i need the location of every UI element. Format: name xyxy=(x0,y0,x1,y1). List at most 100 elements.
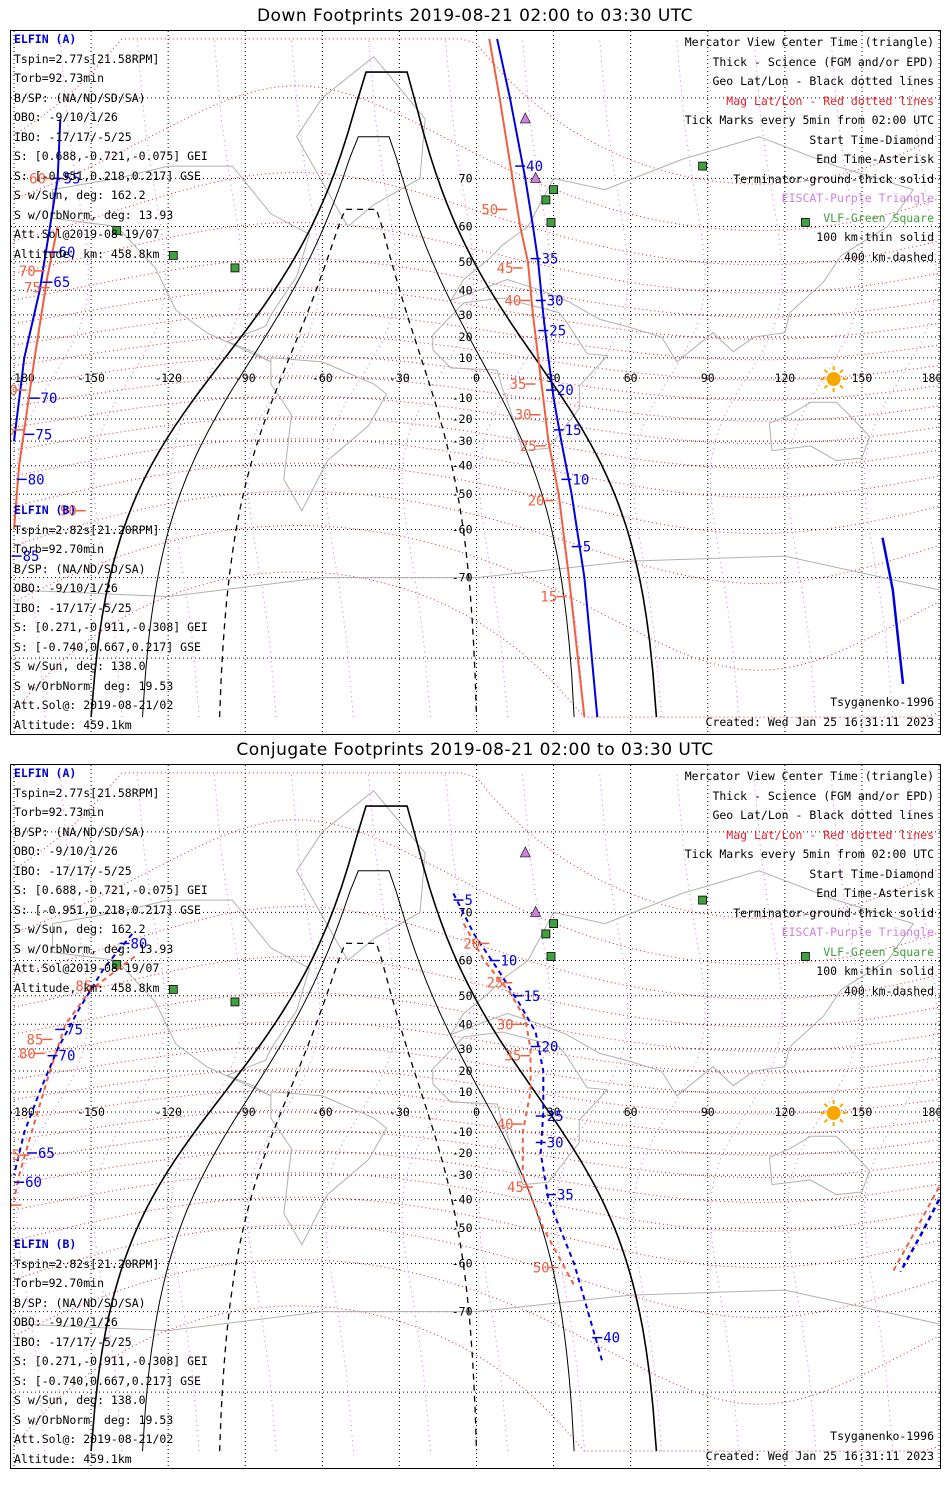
elfin-a-info-conjugate: ELFIN (A) Tspin=2.77s[21.58RPM] Torb=92.73… xyxy=(14,765,208,998)
elfin-b-tick-label: 30 xyxy=(515,408,532,424)
map-canvas-conjugate[interactable]: -180 -150 -120 -90 -60 -30 0 30 60 90 120 150 180 70 6… xyxy=(11,765,941,1469)
lat-tick-label: 40 xyxy=(459,1017,473,1031)
legend-conjugate: Mercator View Center Time (triangle) Thic… xyxy=(685,767,934,1001)
continent-outline xyxy=(432,1031,609,1186)
legend-entry: Tick Marks every 5min from 02:00 UTC xyxy=(684,847,934,861)
satellite-info-line: Torb=92.73min xyxy=(14,805,105,819)
legend-entry: VLF-Green Square xyxy=(823,210,934,225)
sun-ray xyxy=(823,1103,828,1108)
mag-lat-line xyxy=(13,287,940,340)
satellite-info-line: IBO: -17/17/-5/25 xyxy=(14,1334,132,1349)
map-canvas-down[interactable]: -180 -150 -120 -90 -60 -30 0 30 60 90 120 150 180 70 6… xyxy=(11,31,941,735)
elfin-a-track xyxy=(899,1199,940,1273)
elfin-a-tick-label: 25 xyxy=(549,324,566,340)
satellite-info-line: S w/OrbNorm, deg: 13.93 xyxy=(14,207,174,222)
legend-entry: Mag Lat/Lon - Red dotted lines xyxy=(726,827,934,842)
lon-tick-label: 90 xyxy=(701,371,715,385)
eiscat-triangle xyxy=(519,112,531,124)
mag-lat-line xyxy=(13,819,940,966)
lat-tick-label: 50 xyxy=(459,989,473,1003)
mag-lon-line xyxy=(401,772,475,1452)
legend-entry: Geo Lat/Lon - Black dotted lines xyxy=(712,74,934,88)
elfin-a-tick-label: 80 xyxy=(130,936,147,952)
elfin-a-tick-label: 35 xyxy=(557,1188,574,1204)
lon-tick-label: 0 xyxy=(473,1105,480,1119)
elfin-a-track xyxy=(881,537,905,685)
elfin-a-tick-label: 85 xyxy=(23,549,40,565)
continent-outline xyxy=(270,1091,388,1246)
elfin-b-tick-label: 35 xyxy=(510,377,527,393)
satellite-header: ELFIN (A) xyxy=(14,766,77,780)
legend-entry: 400 km-dashed xyxy=(843,983,934,998)
elfin-b-track xyxy=(13,226,59,530)
elfin-b-tick-label: 15 xyxy=(540,590,557,606)
lon-tick-label: -30 xyxy=(389,371,410,385)
elfin-a-tick-label: 5 xyxy=(583,540,591,556)
elfin-b-tick-label: 25 xyxy=(486,976,503,992)
elfin-b-tick-label: 85 xyxy=(27,1032,44,1048)
map-panel-conjugate[interactable]: -180 -150 -120 -90 -60 -30 0 30 60 90 120 150 180 70 6… xyxy=(10,764,941,1469)
legend-down: Mercator View Center Time (triangle) Thic… xyxy=(685,33,934,267)
elfin-b-tick-label: 85 xyxy=(11,423,15,439)
continent-outline xyxy=(768,1135,871,1196)
lon-tick-label: 90 xyxy=(701,1105,715,1119)
satellite-info-line: Tspin=2.82s[21.20RPM] xyxy=(14,1256,160,1271)
continent-outline xyxy=(432,297,609,452)
elfin-b-tick-label: 85 xyxy=(75,979,92,995)
terminator-400km xyxy=(218,942,478,1452)
lat-tick-label: 10 xyxy=(459,1085,473,1099)
lat-tick-label: 20 xyxy=(459,330,473,344)
mag-lat-line xyxy=(13,772,940,919)
satellite-info-line: S: [-0.951,0.218,0.217] GSE xyxy=(14,168,201,183)
lon-tick-label: 120 xyxy=(774,1105,795,1119)
lat-tick-label: 30 xyxy=(459,308,473,322)
elfin-a-tick-label: 70 xyxy=(59,1049,76,1065)
elfin-a-tick-label: 40 xyxy=(603,1331,620,1347)
lat-tick-label: 60 xyxy=(459,954,473,968)
terminator-ground xyxy=(90,805,658,1452)
satellite-info-line: B/SP: (NA/ND/SD/SA) xyxy=(14,824,146,839)
continent-outline xyxy=(270,357,388,512)
satellite-info-line: Altitude: 459.1km xyxy=(14,717,132,732)
sun-ray xyxy=(839,369,844,374)
sun-ray xyxy=(823,369,828,374)
elfin-b-tick-label: 25 xyxy=(520,439,537,455)
elfin-b-tick-label: 80 xyxy=(19,1046,36,1062)
vlf-station-square xyxy=(541,195,551,205)
elfin-a-tick-label: 30 xyxy=(547,293,564,309)
sun-icon xyxy=(826,372,841,387)
continent-outline xyxy=(13,1289,940,1332)
created-label-down: Created: Wed Jan 25 16:31:11 2023 xyxy=(705,715,934,729)
elfin-a-tick-label: 75 xyxy=(66,1022,83,1038)
elfin-b-track xyxy=(13,955,136,1200)
eiscat-triangle xyxy=(530,171,542,183)
elfin-b-tick-label: 70 xyxy=(11,1198,13,1214)
eiscat-triangle xyxy=(519,846,531,858)
satellite-info-line: IBO: -17/17/-5/25 xyxy=(14,129,132,144)
satellite-info-line: OBO: -9/10/1/26 xyxy=(14,110,118,124)
legend-entry: EISCAT-Purple Triangle xyxy=(781,191,934,205)
lat-tick-label: -10 xyxy=(452,391,473,405)
model-label-conjugate: Tsyganenko-1996 xyxy=(830,1429,934,1443)
vlf-station-square xyxy=(112,960,122,969)
vlf-station-square xyxy=(800,218,810,227)
lon-tick-label: -150 xyxy=(77,371,105,385)
elfin-b-tick-label: 70 xyxy=(19,264,36,280)
terminator-400km xyxy=(218,208,478,718)
satellite-info-line: S: [-0.951,0.218,0.217] GSE xyxy=(14,902,201,917)
elfin-a-info-down: ELFIN (A) Tspin=2.77s[21.58RPM] Torb=92.73… xyxy=(14,31,208,264)
eiscat-triangle xyxy=(530,905,542,917)
elfin-a-tick-label: 25 xyxy=(547,1109,564,1125)
lat-tick-label: -40 xyxy=(452,1193,473,1207)
elfin-a-tick-label: 75 xyxy=(35,427,52,443)
model-label-down: Tsyganenko-1996 xyxy=(830,695,934,709)
satellite-info-line: S w/Sun, deg: 162.2 xyxy=(14,922,146,936)
elfin-b-info-conjugate: ELFIN (B) Tspin=2.82s[21.20RPM] Torb=92.70… xyxy=(14,1235,208,1468)
lon-tick-label: 180 xyxy=(922,371,941,385)
sun-ray xyxy=(839,1103,844,1108)
satellite-info-line: Torb=92.73min xyxy=(14,71,105,85)
map-panel-down[interactable]: -180 -150 -120 -90 -60 -30 0 30 60 90 120 150 180 70 6… xyxy=(10,30,941,735)
lon-tick-label: -120 xyxy=(154,371,182,385)
vlf-station-square xyxy=(168,984,178,994)
lat-tick-label: 40 xyxy=(459,283,473,297)
